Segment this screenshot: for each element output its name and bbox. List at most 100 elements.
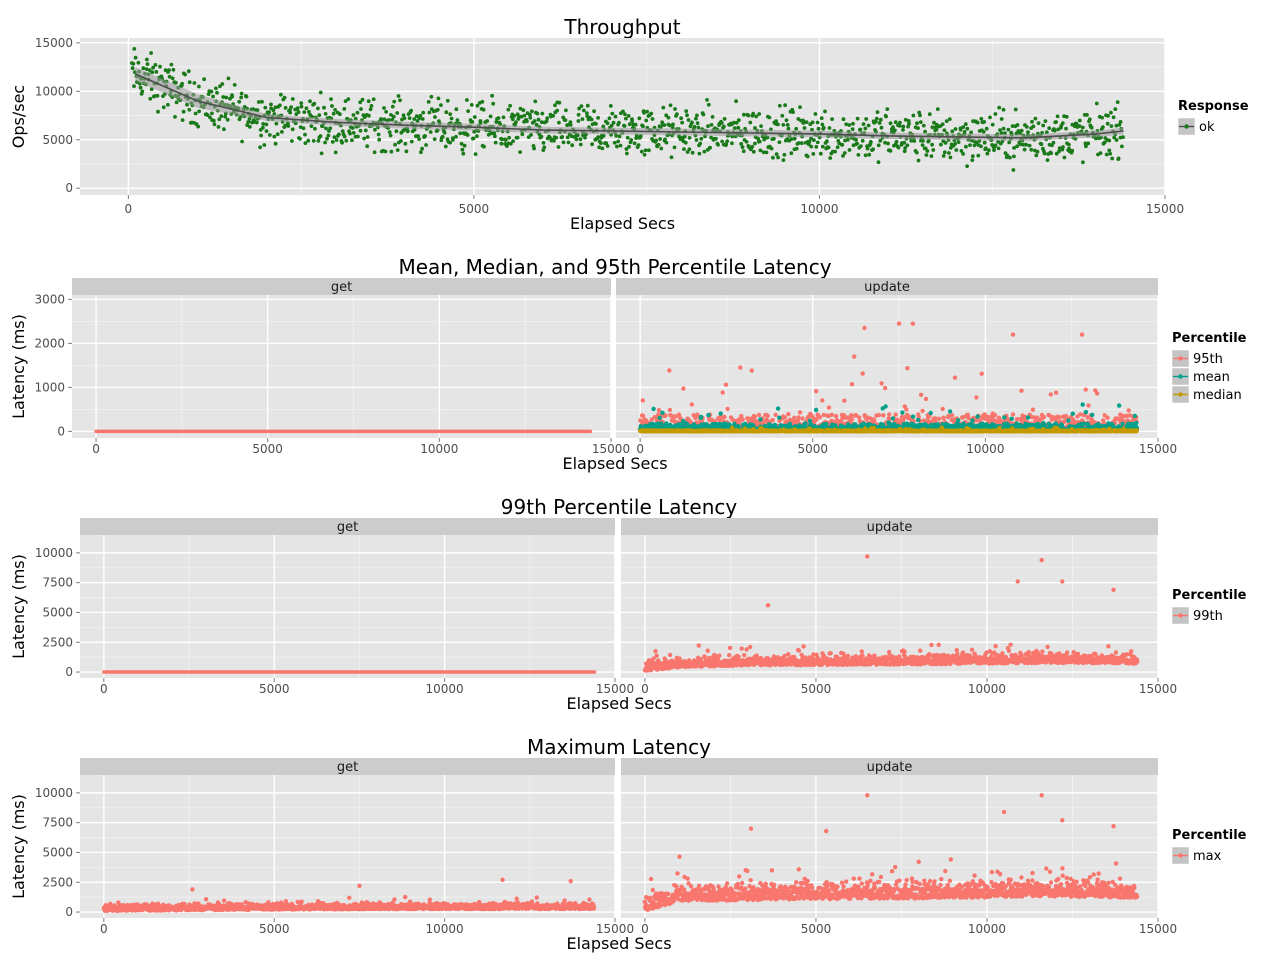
data-point <box>360 97 365 102</box>
data-point <box>683 140 688 145</box>
data-point <box>1035 149 1040 154</box>
data-point <box>860 138 865 143</box>
data-point <box>893 128 897 133</box>
data-point <box>1048 392 1054 397</box>
data-point <box>149 87 154 92</box>
data-point <box>1116 403 1122 408</box>
data-point <box>1115 100 1120 104</box>
data-point <box>585 103 590 108</box>
data-point <box>669 155 674 160</box>
data-point <box>656 142 661 147</box>
data-point <box>589 117 594 122</box>
data-point <box>803 421 808 426</box>
data-point <box>956 140 961 145</box>
data-point <box>444 110 449 115</box>
data-point <box>890 416 896 421</box>
data-point <box>863 126 868 131</box>
data-point <box>970 418 975 423</box>
data-point <box>866 123 871 128</box>
data-point <box>306 138 311 143</box>
data-point <box>684 109 689 113</box>
data-point <box>301 126 306 131</box>
data-point <box>767 115 772 120</box>
data-point <box>811 152 816 156</box>
data-point <box>966 416 971 421</box>
data-point <box>1105 121 1110 126</box>
data-point <box>161 105 166 110</box>
data-point <box>407 116 412 120</box>
data-point <box>1089 125 1094 130</box>
data-point <box>698 141 703 146</box>
data-point <box>225 117 230 122</box>
data-point <box>835 145 840 150</box>
data-point <box>149 51 154 55</box>
data-point <box>369 104 374 108</box>
data-point <box>393 142 397 147</box>
data-point <box>751 423 756 428</box>
data-point <box>930 125 935 130</box>
data-point <box>1132 413 1138 419</box>
data-point <box>750 144 755 149</box>
data-point <box>761 150 766 155</box>
data-point <box>1120 417 1126 423</box>
data-point <box>420 117 425 121</box>
data-point <box>296 110 301 114</box>
data-point <box>421 110 426 115</box>
data-point <box>382 106 386 110</box>
data-point <box>720 390 725 395</box>
data-point <box>272 134 277 139</box>
data-point <box>1010 124 1015 128</box>
data-point <box>358 100 363 105</box>
data-point <box>615 144 619 149</box>
data-point <box>1053 390 1059 395</box>
data-point <box>920 408 925 414</box>
data-point <box>426 100 431 104</box>
data-point <box>1060 121 1065 125</box>
data-point <box>1010 412 1016 417</box>
data-point <box>847 148 852 152</box>
data-point <box>824 421 829 427</box>
data-point <box>722 124 726 129</box>
data-point <box>528 112 532 117</box>
data-point <box>759 124 763 128</box>
data-point <box>1098 151 1103 156</box>
data-point <box>183 72 188 77</box>
data-point <box>1030 119 1034 124</box>
data-point <box>858 127 863 132</box>
data-point <box>529 133 533 137</box>
data-point <box>1054 151 1059 156</box>
data-point <box>642 111 646 115</box>
data-point <box>1043 119 1048 123</box>
data-point <box>514 120 518 125</box>
data-point <box>961 152 965 156</box>
data-point <box>246 120 251 124</box>
data-point <box>420 146 424 151</box>
data-point <box>424 143 428 147</box>
data-point <box>855 141 859 146</box>
data-point <box>323 140 327 145</box>
data-point <box>659 421 664 426</box>
data-point <box>536 117 541 122</box>
data-point <box>643 148 648 153</box>
data-point <box>998 128 1002 133</box>
data-point <box>542 145 547 150</box>
data-point <box>891 125 895 129</box>
data-point <box>556 145 561 149</box>
data-point <box>706 102 711 107</box>
data-point <box>784 118 789 123</box>
data-point <box>916 158 921 163</box>
data-point <box>921 138 925 143</box>
data-point <box>167 68 171 72</box>
data-point <box>893 412 898 417</box>
data-point <box>205 113 210 117</box>
data-point <box>918 120 923 124</box>
data-point <box>442 130 447 135</box>
data-point <box>269 102 273 107</box>
data-point-outlier <box>1010 332 1016 337</box>
data-point <box>947 409 953 414</box>
legend-key-point <box>1184 124 1189 129</box>
data-point <box>641 124 645 129</box>
data-point <box>947 151 951 155</box>
data-point <box>624 116 628 121</box>
panel-background <box>616 295 1158 438</box>
